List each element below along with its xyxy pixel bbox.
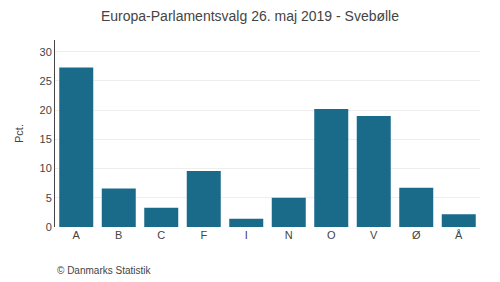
svg-text:A: A <box>73 229 81 241</box>
svg-text:15: 15 <box>40 133 52 145</box>
svg-text:5: 5 <box>46 192 52 204</box>
svg-text:Europa-Parlamentsvalg 26. maj: Europa-Parlamentsvalg 26. maj 2019 - Sve… <box>101 8 399 24</box>
svg-text:I: I <box>245 229 248 241</box>
svg-text:N: N <box>285 229 293 241</box>
svg-text:V: V <box>370 229 378 241</box>
svg-text:0: 0 <box>46 221 52 233</box>
svg-text:20: 20 <box>40 104 52 116</box>
svg-text:B: B <box>115 229 122 241</box>
svg-text:25: 25 <box>40 75 52 87</box>
svg-text:Pct.: Pct. <box>13 124 25 143</box>
svg-text:30: 30 <box>40 46 52 58</box>
svg-text:Å: Å <box>455 229 463 241</box>
svg-text:C: C <box>157 229 165 241</box>
svg-text:10: 10 <box>40 162 52 174</box>
svg-text:© Danmarks Statistik: © Danmarks Statistik <box>57 265 152 276</box>
svg-text:F: F <box>200 229 207 241</box>
svg-text:O: O <box>327 229 336 241</box>
svg-text:Ø: Ø <box>412 229 421 241</box>
